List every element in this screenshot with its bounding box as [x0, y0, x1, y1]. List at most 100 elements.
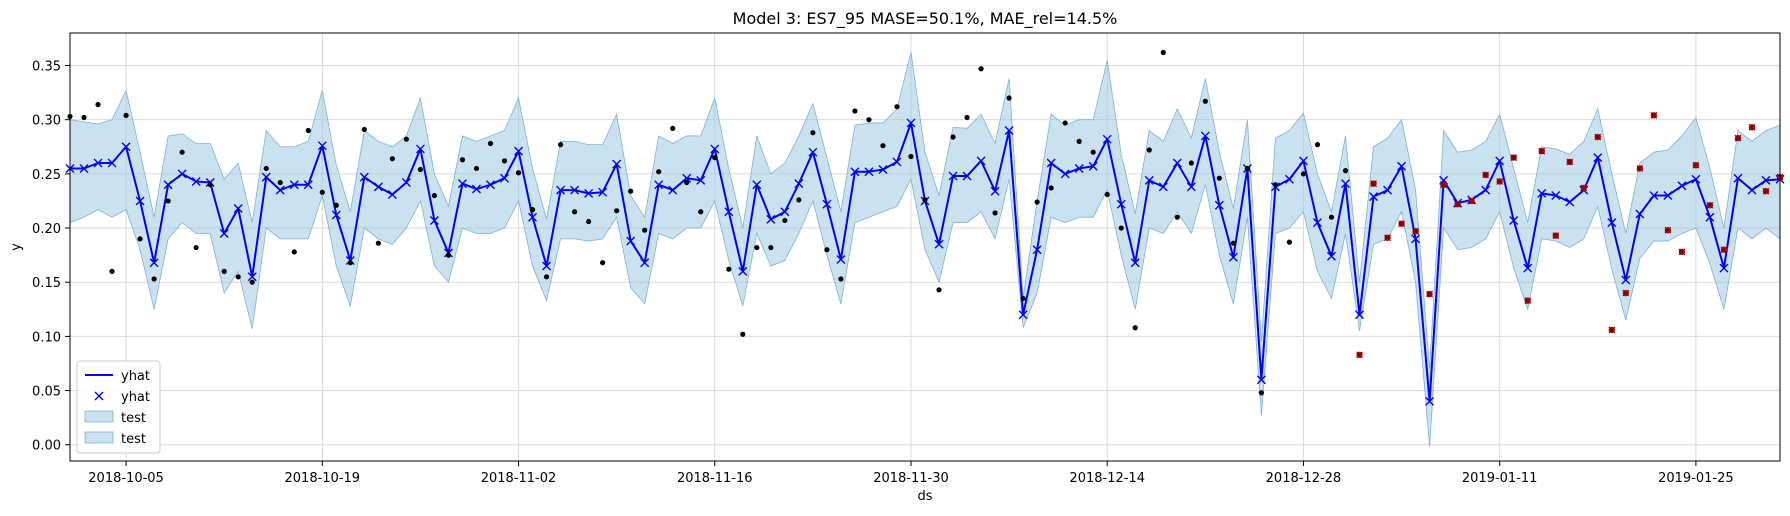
train-point [1272, 182, 1279, 188]
train-point [123, 112, 129, 118]
yhat-marker [401, 178, 411, 188]
yhat-marker [1649, 191, 1659, 201]
yhat-marker [724, 207, 734, 217]
train-point [1062, 120, 1068, 126]
test-point-marker [1650, 111, 1658, 119]
test-point-marker [1398, 220, 1405, 228]
yhat-marker [1116, 199, 1126, 209]
test-point-marker [1384, 234, 1391, 242]
train-point [403, 136, 409, 142]
yhat-marker [1733, 173, 1743, 183]
yhat-marker [1607, 218, 1617, 228]
train-point [1104, 191, 1110, 198]
yhat-marker [584, 188, 594, 198]
yhat-marker [1018, 310, 1028, 320]
train-point [964, 114, 970, 121]
train-point [810, 130, 816, 136]
observed-point-group [67, 49, 1784, 396]
yhat-marker [219, 228, 229, 238]
test-point-marker [1510, 154, 1518, 161]
train-point [880, 143, 886, 149]
yhat-marker [962, 171, 972, 181]
legend-label: test [121, 411, 146, 426]
yhat-marker [1411, 234, 1421, 244]
legend-band-swatch [84, 410, 114, 423]
test-point-marker [1720, 246, 1728, 254]
yhat-marker [1537, 188, 1547, 198]
yhat-marker [976, 156, 986, 166]
yhat-marker [1214, 200, 1224, 210]
train-point [978, 66, 984, 72]
test-point-marker [1608, 326, 1616, 334]
train-point [571, 209, 578, 215]
train-point [249, 279, 255, 285]
train-point [852, 108, 858, 114]
yhat-marker [1747, 185, 1757, 195]
test-point-marker [1524, 297, 1532, 304]
yhat-marker [1172, 158, 1182, 168]
train-point [543, 274, 550, 280]
yhat-marker [149, 258, 159, 268]
yhat-marker [1074, 163, 1084, 173]
train-point [529, 207, 536, 213]
test-point-marker [1664, 226, 1672, 234]
x-tick-label: 2018-10-05 [88, 471, 164, 486]
train-point [431, 192, 438, 199]
train-point [726, 266, 732, 272]
yhat-marker [1397, 161, 1407, 171]
train-point [235, 274, 241, 280]
yhat-marker [738, 266, 748, 276]
yhat-marker [121, 142, 131, 152]
yhat-marker [794, 179, 804, 189]
chart-title: Model 3: ES7_95 MASE=50.1%, MAE_rel=14.5… [733, 9, 1118, 29]
y-tick-label: 0.15 [32, 276, 61, 291]
y-tick-label: 0.20 [32, 222, 61, 237]
yhat-marker [1593, 153, 1603, 163]
yhat-marker [598, 187, 608, 197]
train-point [614, 208, 620, 214]
yhat-marker [1102, 134, 1112, 144]
train-point [501, 158, 508, 164]
yhat-marker [570, 185, 580, 195]
train-point [950, 134, 956, 140]
yhat-marker [1355, 310, 1365, 320]
yhat-marker [1284, 174, 1294, 184]
yhat-marker [696, 175, 706, 185]
yhat-marker [556, 185, 566, 195]
test-point-marker [1762, 187, 1770, 195]
train-point [1188, 160, 1194, 166]
legend-band-swatch [84, 431, 114, 444]
yhat-marker [1186, 182, 1196, 192]
yhat-marker [1495, 156, 1505, 166]
yhat-marker [808, 147, 818, 157]
yhat-marker [1046, 158, 1056, 168]
x-tick-label: 2018-11-30 [873, 471, 949, 486]
test-point-marker [1734, 134, 1742, 142]
train-point [515, 170, 522, 176]
yhat-marker [626, 236, 636, 246]
train-point [1216, 175, 1222, 181]
train-point [1342, 168, 1349, 174]
train-point [768, 244, 774, 251]
yhat-marker [1228, 252, 1238, 262]
yhat-marker [1481, 185, 1491, 195]
train-point [1160, 49, 1166, 56]
train-point [1202, 98, 1208, 104]
train-point [586, 218, 592, 225]
yhat-marker [1004, 126, 1014, 136]
yhat-marker [500, 173, 510, 183]
train-point [1174, 214, 1180, 220]
yhat-marker [1677, 181, 1687, 191]
yhat-marker [289, 180, 299, 190]
yhat-marker [1298, 156, 1308, 166]
train-point [908, 153, 914, 160]
yhat-marker [780, 207, 790, 217]
train-point [193, 244, 199, 251]
yhat-marker [79, 163, 89, 173]
yhat-marker [107, 158, 117, 168]
y-axis-label: y [9, 243, 24, 251]
yhat-marker [331, 210, 341, 220]
yhat-marker [177, 169, 187, 179]
yhat-marker [247, 272, 257, 282]
train-point [417, 166, 424, 173]
